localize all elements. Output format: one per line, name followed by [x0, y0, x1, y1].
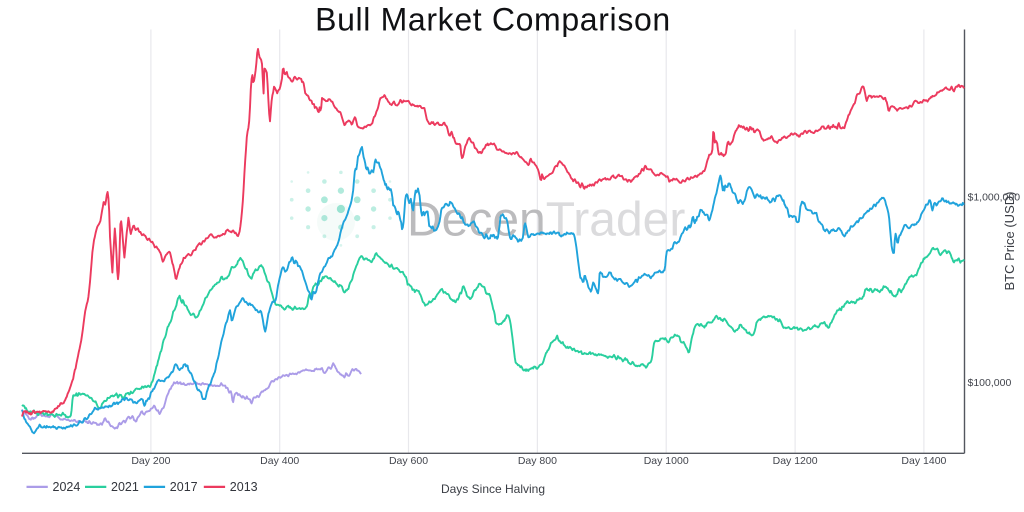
- svg-text:Day 800: Day 800: [518, 455, 557, 467]
- svg-text:2013: 2013: [230, 480, 258, 494]
- svg-text:2021: 2021: [111, 480, 139, 494]
- svg-text:2024: 2024: [53, 480, 81, 494]
- svg-text:Days Since Halving: Days Since Halving: [441, 482, 545, 496]
- svg-text:DecenTrader: DecenTrader: [407, 194, 685, 247]
- svg-text:Day 1400: Day 1400: [901, 455, 946, 467]
- svg-text:Day 1200: Day 1200: [773, 455, 818, 467]
- svg-text:Bull Market Comparison: Bull Market Comparison: [315, 2, 671, 38]
- svg-text:BTC Price (USD): BTC Price (USD): [1002, 192, 1017, 291]
- svg-text:$1,000,000: $1,000,000: [968, 192, 1021, 204]
- svg-text:Day 600: Day 600: [389, 455, 428, 467]
- svg-text:$100,000: $100,000: [968, 377, 1012, 389]
- svg-text:Day 200: Day 200: [131, 455, 170, 467]
- svg-text:Day 1000: Day 1000: [644, 455, 689, 467]
- svg-text:2017: 2017: [170, 480, 198, 494]
- svg-text:Day 400: Day 400: [260, 455, 299, 467]
